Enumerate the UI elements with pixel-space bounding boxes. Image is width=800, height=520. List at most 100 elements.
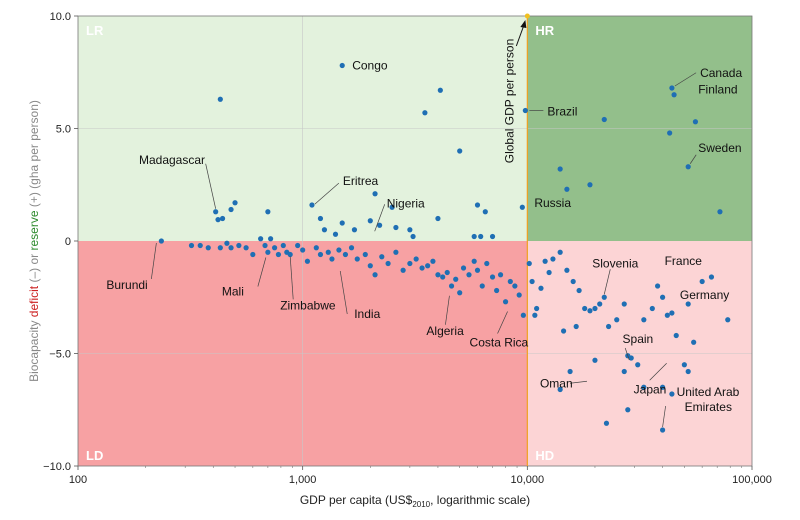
country-label: Eritrea [343, 174, 379, 188]
data-point [567, 368, 573, 375]
data-point [215, 217, 221, 223]
data-point [582, 305, 588, 312]
label-leader-line [289, 256, 294, 300]
data-point [478, 233, 484, 240]
data-point [232, 200, 238, 206]
data-point [484, 260, 490, 267]
data-point [400, 267, 406, 273]
x-tick-label: 1,000 [289, 474, 317, 486]
data-point [564, 186, 570, 192]
data-point [519, 204, 525, 210]
data-point [435, 215, 441, 222]
data-point [258, 236, 264, 242]
label-leader-line [497, 311, 508, 334]
data-point [474, 267, 481, 273]
quadrant-label-ld: LD [86, 448, 103, 463]
data-point [444, 269, 450, 276]
data-point [471, 233, 477, 240]
data-point [460, 265, 467, 271]
data-point [692, 119, 699, 125]
data-point [587, 308, 593, 314]
data-point [494, 287, 500, 294]
data-point [275, 251, 282, 258]
data-point [321, 227, 328, 233]
country-label: Germany [680, 288, 729, 302]
data-point [479, 283, 485, 289]
data-point [576, 287, 582, 294]
data-point [550, 256, 556, 262]
country-label: Burundi [106, 278, 147, 292]
data-point [228, 206, 234, 213]
data-point [546, 269, 552, 276]
country-label: Japan [634, 382, 667, 396]
data-point [339, 220, 345, 226]
data-point [407, 260, 413, 267]
data-point [560, 328, 567, 334]
data-point [667, 130, 673, 136]
country-label: Algeria [426, 324, 464, 338]
data-point [597, 301, 603, 307]
label-leader-line [314, 182, 340, 205]
data-point [407, 227, 413, 233]
data-point [367, 218, 373, 224]
data-point [354, 256, 360, 262]
data-point [393, 224, 399, 231]
global-gdp-marker [524, 13, 530, 19]
data-point [532, 312, 538, 318]
country-label: Spain [623, 332, 654, 346]
data-point [188, 242, 195, 249]
data-point [489, 233, 496, 240]
country-label: Mali [222, 285, 244, 299]
data-point [601, 116, 607, 123]
data-point [471, 258, 477, 264]
data-point [641, 317, 647, 323]
data-point [671, 92, 677, 98]
data-point [573, 323, 579, 330]
data-point [538, 285, 544, 291]
data-point [669, 391, 675, 397]
label-leader-line [339, 270, 348, 315]
data-point [309, 202, 315, 208]
data-point [228, 245, 234, 251]
country-label: Nigeria [387, 196, 425, 210]
data-point [641, 384, 647, 390]
data-point [625, 407, 631, 413]
data-point [435, 272, 441, 278]
data-point [453, 276, 459, 282]
data-point [685, 164, 691, 170]
label-leader-line [624, 347, 630, 361]
data-point [268, 236, 274, 242]
data-point [422, 110, 428, 116]
data-point [250, 251, 256, 258]
country-label: Costa Rica [470, 336, 529, 350]
data-point [158, 238, 164, 244]
data-point [659, 384, 666, 390]
y-tick-label: −10.0 [43, 461, 71, 473]
label-leader-line [151, 242, 157, 280]
data-point [342, 251, 349, 258]
data-point [317, 215, 324, 222]
data-point [601, 294, 607, 300]
data-point [516, 292, 522, 298]
country-label: Sweden [698, 141, 741, 155]
data-point [448, 283, 455, 289]
data-point [385, 260, 391, 267]
data-point [325, 249, 331, 255]
quadrant-label-lr: LR [86, 23, 104, 38]
data-point [317, 251, 324, 258]
data-point [564, 267, 570, 273]
country-label: Madagascar [139, 153, 205, 167]
y-tick-label: 5.0 [56, 124, 71, 136]
data-point [522, 107, 528, 114]
data-point [205, 245, 211, 251]
data-point [725, 317, 731, 323]
data-point [419, 265, 425, 271]
data-point [664, 312, 670, 318]
data-point [534, 305, 540, 312]
x-tick-label: 100 [69, 474, 87, 486]
country-label: France [665, 254, 703, 268]
data-point [587, 182, 593, 188]
label-leader-line [257, 257, 267, 287]
country-label: Zimbabwe [280, 298, 336, 312]
